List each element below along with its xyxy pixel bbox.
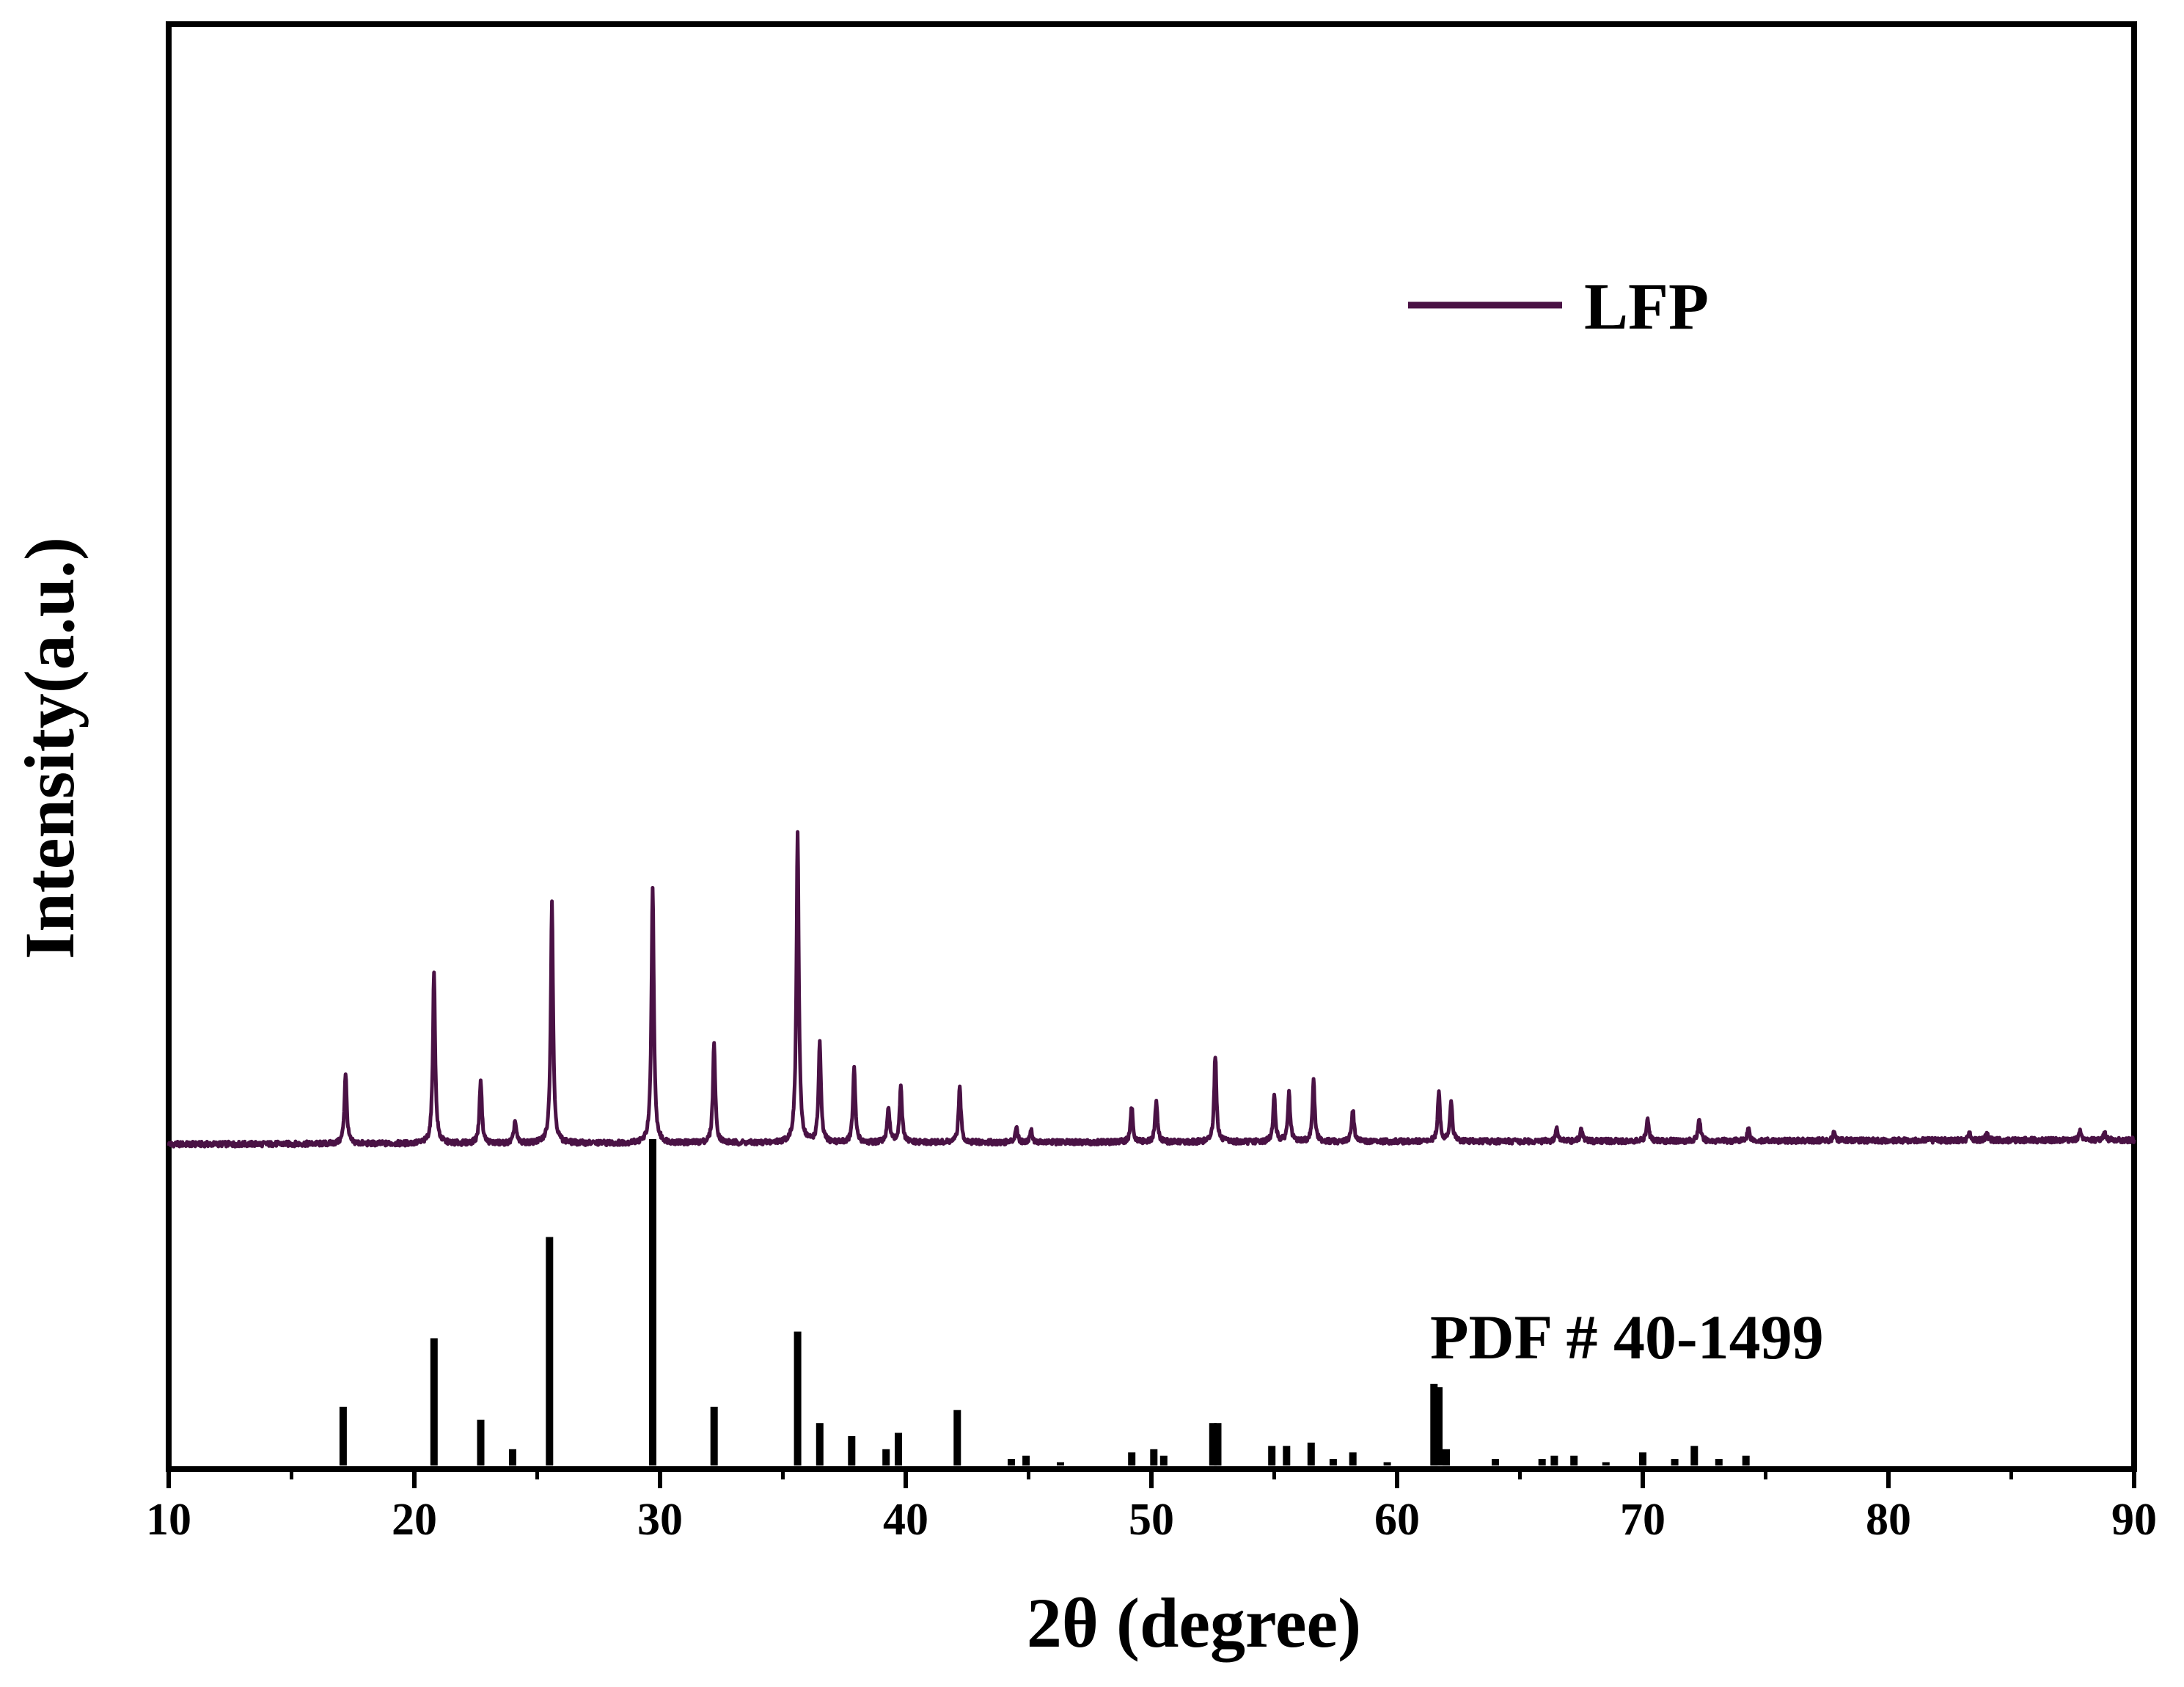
reference-stick-38 (1715, 1459, 1723, 1465)
reference-stick-33 (1570, 1455, 1578, 1466)
reference-stick-25 (1349, 1452, 1357, 1465)
reference-stick-27 (1430, 1383, 1438, 1466)
x-tick-label-90: 90 (2111, 1495, 2157, 1545)
reference-stick-31 (1538, 1459, 1546, 1465)
reference-stick-12 (953, 1410, 961, 1465)
reference-stick-29 (1443, 1449, 1450, 1466)
x-tick-label-10: 10 (146, 1495, 191, 1545)
reference-stick-5 (649, 1139, 656, 1465)
x-tick-label-60: 60 (1374, 1495, 1420, 1545)
reference-stick-17 (1150, 1449, 1158, 1466)
reference-stick-19 (1209, 1423, 1217, 1466)
reference-stick-16 (1128, 1452, 1136, 1465)
reference-stick-30 (1492, 1459, 1499, 1465)
x-axis-tick-labels: 10 20 30 40 50 60 70 80 90 (146, 1495, 2157, 1545)
reference-stick-37 (1690, 1446, 1699, 1465)
reference-stick-32 (1550, 1455, 1558, 1466)
reference-stick-6 (710, 1406, 718, 1465)
series-line-lfp (166, 830, 2136, 1149)
legend: LFP (1408, 271, 1709, 343)
x-tick-label-50: 50 (1129, 1495, 1174, 1545)
reference-stick-10 (882, 1449, 890, 1466)
x-tick-label-20: 20 (392, 1495, 437, 1545)
reference-stick-8 (816, 1423, 824, 1466)
legend-label-lfp: LFP (1584, 271, 1709, 343)
reference-sticks (339, 1139, 1750, 1466)
x-tick-label-70: 70 (1620, 1495, 1666, 1545)
x-axis-ticks (166, 1469, 2136, 1488)
reference-label: PDF # 40-1499 (1430, 1302, 1824, 1372)
reference-stick-11 (895, 1432, 902, 1465)
reference-stick-23 (1307, 1442, 1315, 1465)
reference-stick-28 (1435, 1387, 1443, 1465)
reference-stick-2 (477, 1419, 485, 1465)
reference-stick-35 (1639, 1452, 1646, 1465)
reference-stick-7 (794, 1331, 802, 1465)
reference-stick-20 (1214, 1423, 1222, 1466)
reference-stick-13 (1008, 1459, 1015, 1465)
reference-stick-15 (1057, 1462, 1064, 1465)
y-axis-title: Intensity(a.u.) (10, 537, 89, 959)
reference-stick-34 (1602, 1462, 1610, 1465)
reference-stick-1 (430, 1338, 438, 1466)
reference-stick-18 (1159, 1455, 1168, 1466)
reference-stick-3 (509, 1449, 516, 1466)
reference-stick-4 (546, 1237, 554, 1465)
x-tick-label-30: 30 (637, 1495, 683, 1545)
reference-stick-22 (1283, 1446, 1291, 1465)
reference-stick-24 (1329, 1459, 1337, 1465)
x-tick-label-80: 80 (1866, 1495, 1911, 1545)
x-tick-label-40: 40 (883, 1495, 928, 1545)
reference-stick-36 (1671, 1459, 1679, 1465)
reference-stick-14 (1022, 1455, 1030, 1466)
x-axis-title: 2θ (degree) (1027, 1584, 1361, 1662)
reference-stick-9 (848, 1436, 856, 1466)
reference-stick-0 (339, 1406, 347, 1465)
reference-stick-39 (1742, 1455, 1750, 1466)
reference-stick-26 (1383, 1462, 1391, 1465)
reference-stick-21 (1268, 1446, 1276, 1465)
